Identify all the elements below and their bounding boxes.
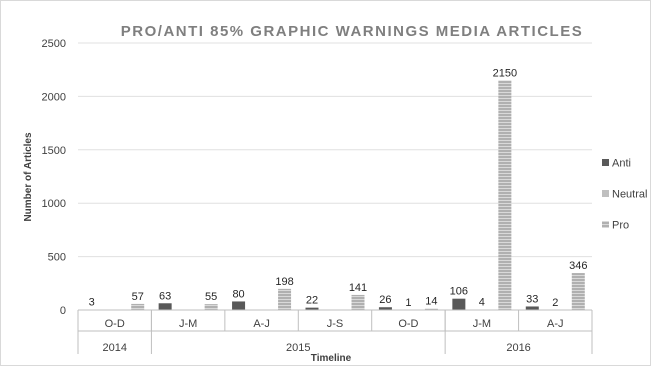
chart-title: PRO/ANTI 85% GRAPHIC WARNINGS MEDIA ARTI…	[121, 23, 583, 40]
x-axis: O-D J-M A-J J-S O-D J-M A-J 2014 2015 2016	[77, 309, 593, 354]
data-label-pro: 2150	[493, 67, 517, 79]
y-axis-ticks: 0 500 1000 1500 2000 2500	[42, 38, 66, 317]
y-tick-label: 1500	[42, 145, 66, 157]
data-label-pro: 141	[349, 282, 367, 294]
y-tick-label: 500	[48, 252, 66, 264]
legend-label-anti: Anti	[612, 158, 631, 170]
x-tick-label: O-D	[398, 318, 418, 330]
x-group-label: 2016	[506, 342, 530, 354]
data-label-anti: 26	[379, 294, 391, 306]
data-label-pro: 14	[425, 296, 437, 308]
bar-anti	[452, 298, 466, 310]
bar-pro	[204, 304, 218, 310]
y-tick-label: 2000	[42, 91, 66, 103]
bar-pro	[424, 308, 438, 310]
x-tick-label: A-J	[547, 318, 564, 330]
data-label-pro: 346	[569, 260, 587, 272]
data-label-neutral: 2	[552, 297, 558, 309]
data-label-neutral: 4	[479, 297, 485, 309]
bar-pro	[498, 80, 512, 310]
x-group-label: 2014	[102, 342, 126, 354]
bar-pro	[131, 303, 145, 310]
data-label-neutral: 1	[405, 297, 411, 309]
x-group-label: 2015	[286, 342, 310, 354]
legend: Anti Neutral Pro	[602, 158, 647, 232]
legend-swatch-anti	[602, 159, 609, 166]
bar-pro	[571, 273, 585, 310]
x-tick-label: J-S	[327, 318, 344, 330]
bars	[85, 80, 585, 310]
bar-anti	[232, 301, 246, 310]
legend-swatch-neutral	[602, 190, 609, 197]
y-axis-title: Number of Articles	[23, 132, 34, 222]
data-label-pro: 55	[205, 291, 217, 303]
data-label-anti: 106	[450, 286, 468, 298]
data-label-pro: 57	[132, 291, 144, 303]
x-axis-title: Timeline	[311, 353, 352, 364]
x-tick-label: O-D	[105, 318, 125, 330]
legend-label-pro: Pro	[612, 220, 629, 232]
bar-anti	[378, 307, 392, 310]
legend-swatch-pro	[602, 221, 609, 228]
data-label-anti: 22	[306, 295, 318, 307]
bar-anti	[305, 307, 319, 310]
legend-label-neutral: Neutral	[612, 189, 647, 201]
y-tick-label: 1000	[42, 198, 66, 210]
x-tick-label: J-M	[179, 318, 197, 330]
data-label-anti: 80	[232, 288, 244, 300]
y-tick-label: 0	[60, 305, 66, 317]
data-label-anti: 63	[159, 290, 171, 302]
bar-pro	[278, 288, 292, 310]
y-tick-label: 2500	[42, 38, 66, 50]
x-tick-label: A-J	[253, 318, 270, 330]
data-label-anti: 33	[526, 293, 538, 305]
x-tick-label: J-M	[473, 318, 491, 330]
data-label-anti: 3	[89, 297, 95, 309]
bar-pro	[351, 294, 365, 310]
bar-anti	[525, 306, 539, 310]
bar-anti	[158, 303, 172, 310]
data-label-pro: 198	[275, 276, 293, 288]
